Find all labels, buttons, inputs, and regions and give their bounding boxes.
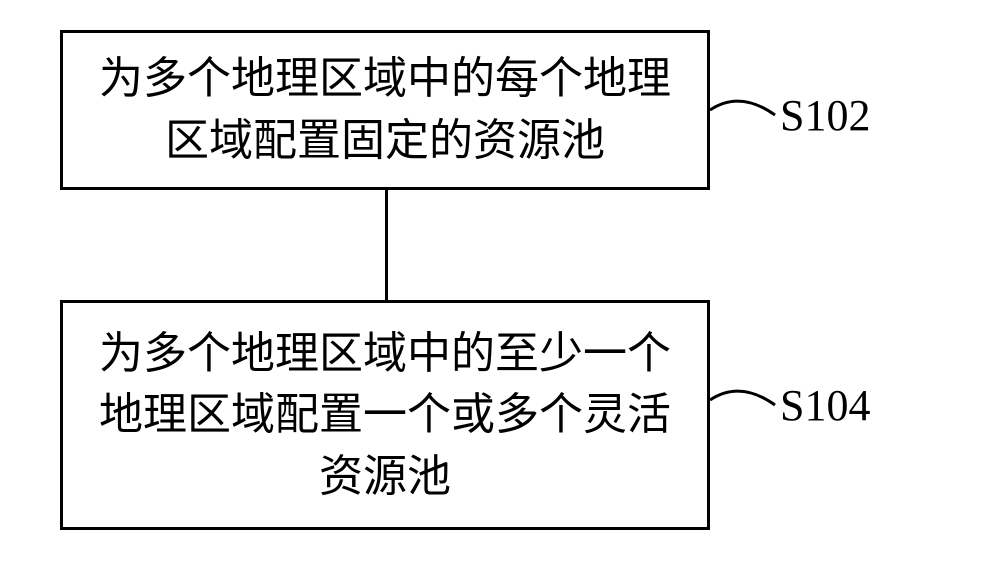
flowchart-container: 为多个地理区域中的每个地理区域配置固定的资源池 S102 为多个地理区域中的至少… (0, 0, 1000, 574)
leader-line-s104 (0, 0, 1000, 574)
step-label-s104: S104 (780, 380, 870, 431)
